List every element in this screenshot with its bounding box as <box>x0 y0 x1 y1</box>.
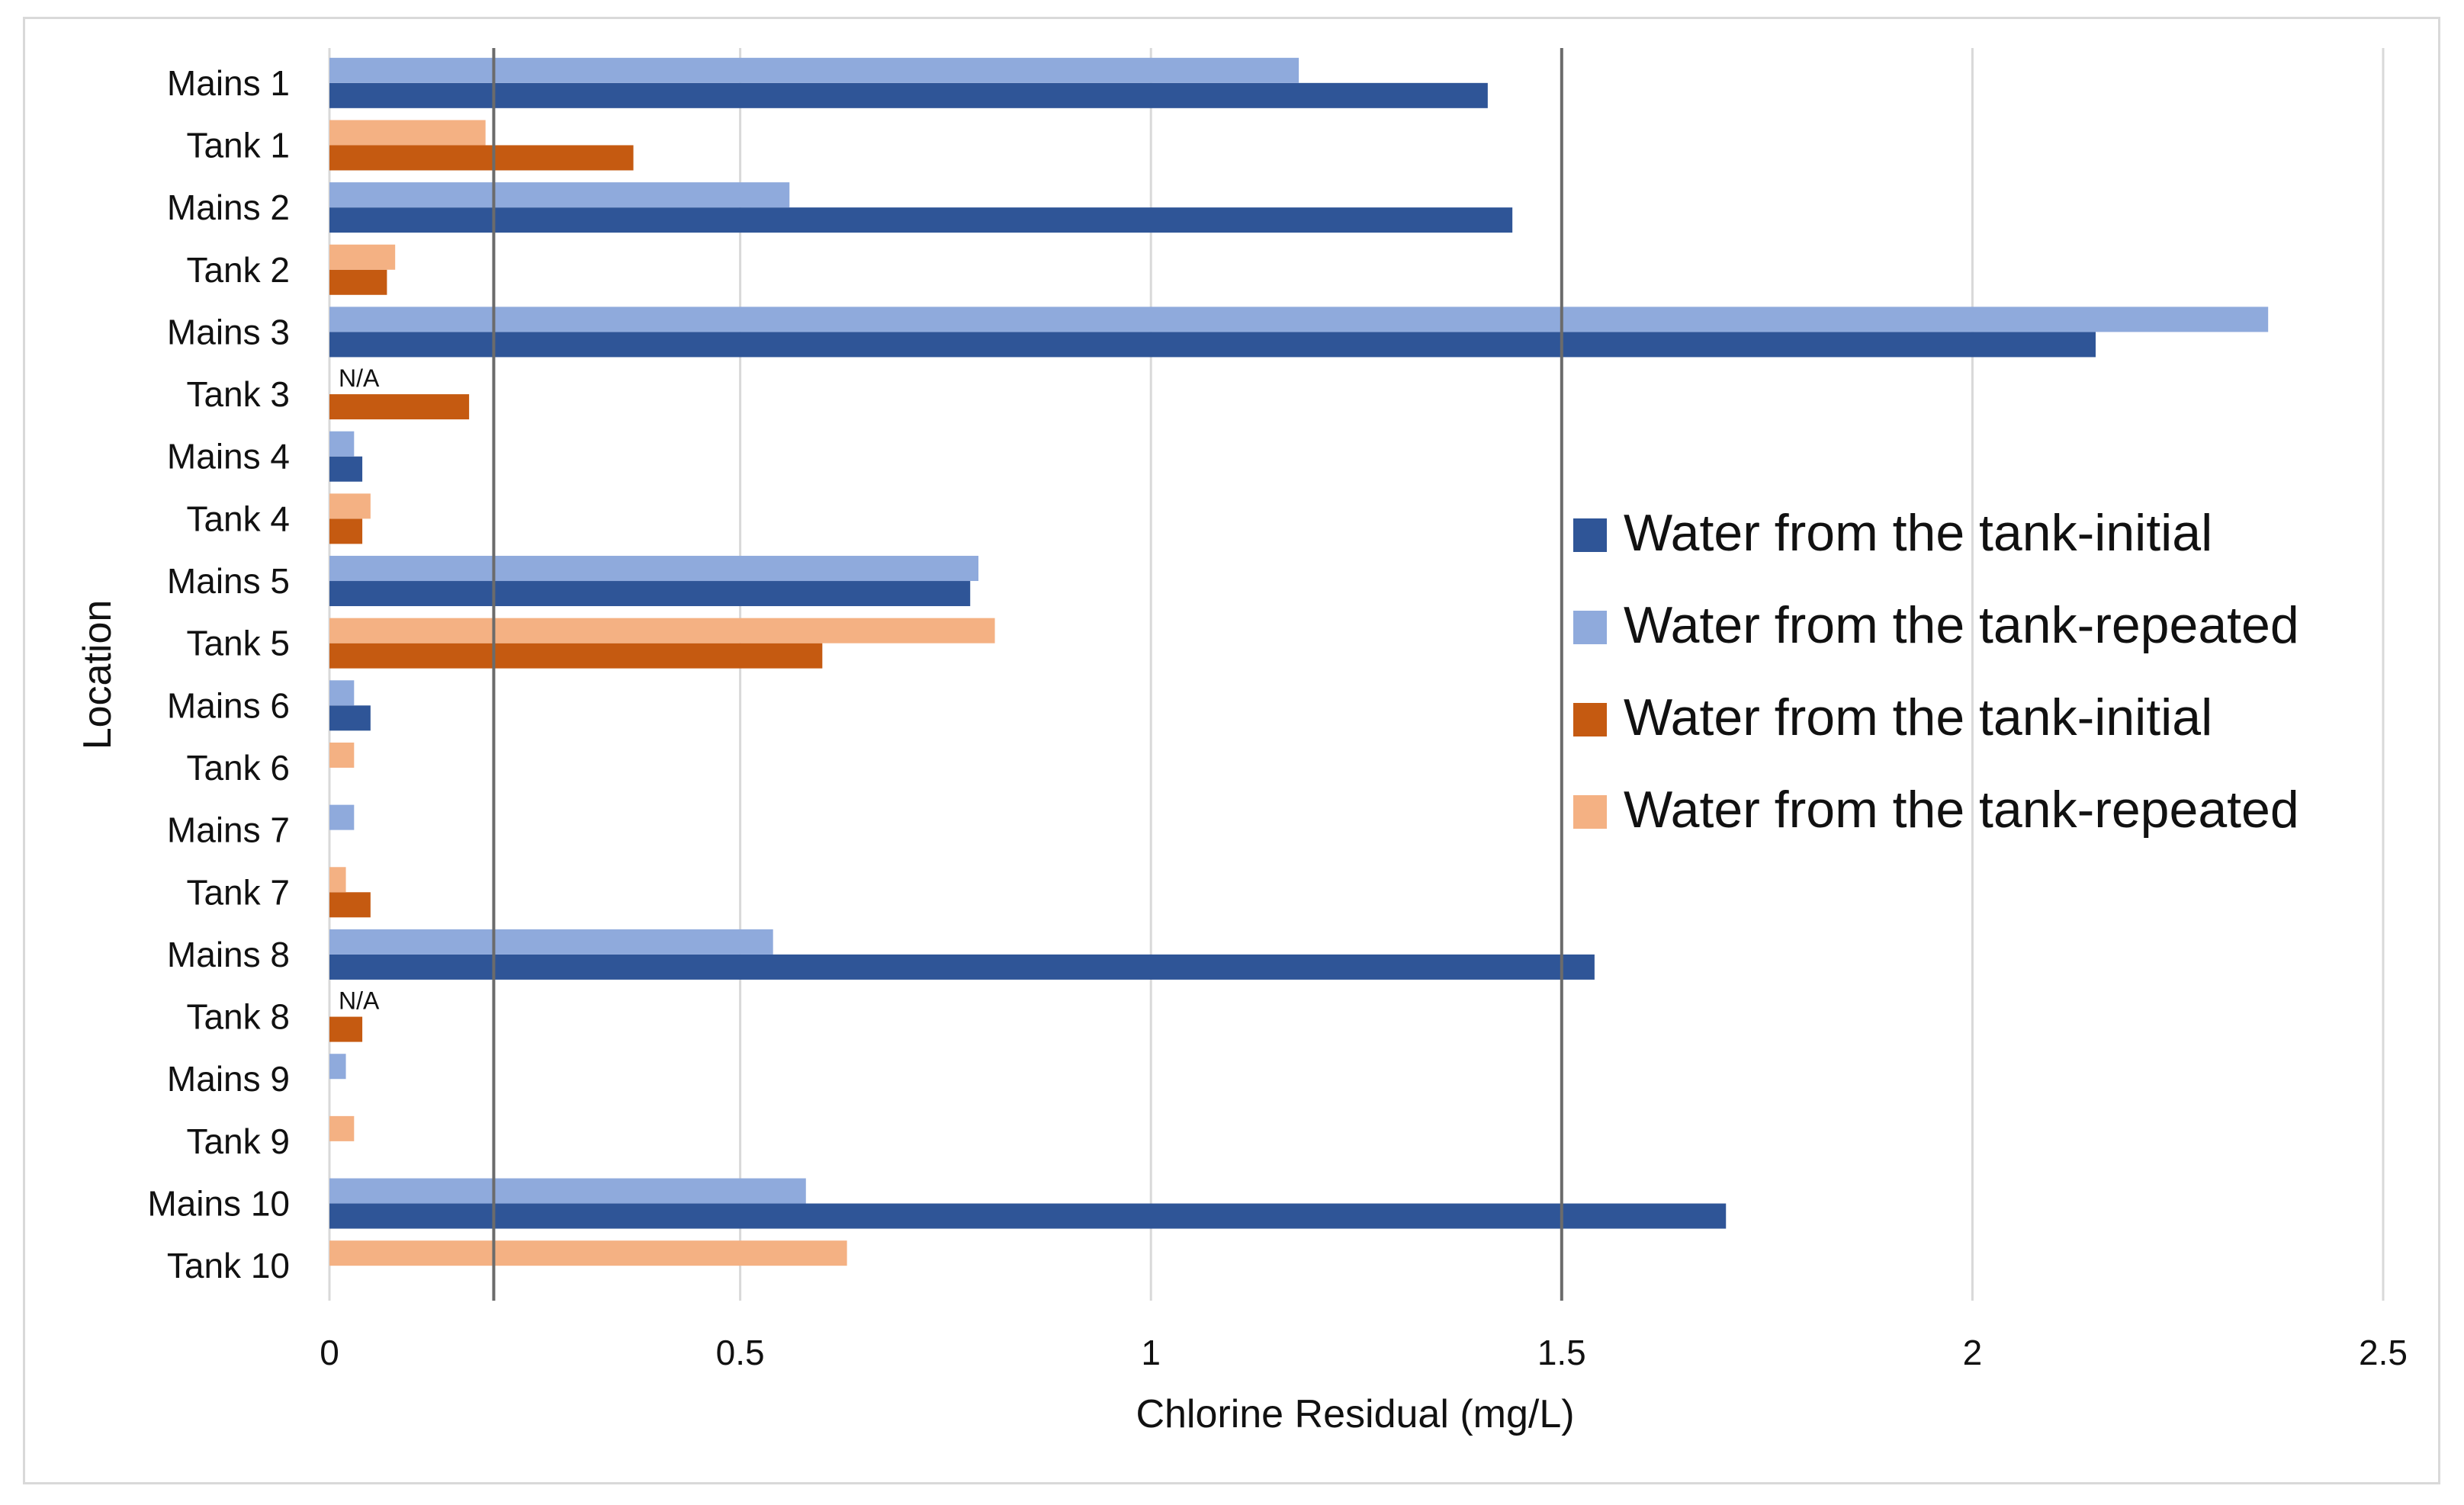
category-label: Mains 10 <box>147 1184 290 1224</box>
legend-swatch <box>1573 611 1607 644</box>
category-label: Mains 8 <box>167 935 290 974</box>
category-labels: Mains 1 Tank 1 Mains 2 Tank 2 Mains 3 Tank 3 M… <box>147 63 290 1285</box>
y-axis-title: Location <box>75 600 120 750</box>
bar-tank-repeated <box>329 120 486 146</box>
bar-tank-repeated <box>329 1115 355 1141</box>
bar-mains-repeated <box>329 182 790 208</box>
bar-mains-repeated <box>329 1178 806 1204</box>
na-annotation: N/A <box>339 987 380 1015</box>
bar-tank-initial <box>329 1016 363 1042</box>
category-label: Tank 7 <box>186 872 290 912</box>
x-tick-label: 1 <box>1141 1333 1161 1372</box>
bar-mains-initial <box>329 954 1595 980</box>
category-label: Mains 7 <box>167 810 290 850</box>
legend-label: Water from the tank-repeated <box>1624 781 2299 839</box>
bar-tank-initial <box>329 145 634 171</box>
category-label: Mains 5 <box>167 561 290 601</box>
x-tick-label: 2 <box>1963 1333 1983 1372</box>
bar-mains-initial <box>329 207 1513 233</box>
gridlines <box>328 48 2385 1301</box>
category-label: Mains 3 <box>167 312 290 351</box>
category-label: Tank 4 <box>186 499 290 538</box>
legend-swatch <box>1573 518 1607 552</box>
x-tick-label: 0.5 <box>716 1333 765 1372</box>
category-label: Tank 5 <box>186 624 290 663</box>
bars <box>329 57 2269 1266</box>
legend-label: Water from the tank-repeated <box>1624 596 2299 654</box>
bar-mains-initial <box>329 332 2096 358</box>
x-axis-title: Chlorine Residual (mg/L) <box>1136 1392 1574 1436</box>
bar-mains-initial <box>329 705 371 731</box>
bar-mains-initial <box>329 456 363 482</box>
category-label: Mains 6 <box>167 685 290 725</box>
category-label: Tank 10 <box>167 1246 290 1285</box>
bar-tank-initial <box>329 269 387 295</box>
reference-lines <box>492 48 1563 1301</box>
chart-frame <box>23 17 2440 1484</box>
bar-tank-repeated <box>329 742 355 768</box>
bar-tank-repeated <box>329 1240 847 1266</box>
bar-tank-initial <box>329 394 470 420</box>
bar-mains-repeated <box>329 929 773 955</box>
category-label: Tank 3 <box>186 374 290 414</box>
bar-tank-repeated <box>329 244 396 270</box>
bar-tank-repeated <box>329 867 346 893</box>
category-label: Tank 2 <box>186 250 290 290</box>
bar-mains-repeated <box>329 431 355 457</box>
category-label: Tank 6 <box>186 748 290 788</box>
category-label: Tank 9 <box>186 1122 290 1161</box>
bar-mains-repeated <box>329 57 1299 83</box>
bar-mains-repeated <box>329 680 355 706</box>
x-tick-labels: 0 0.5 1 1.5 2 2.5 <box>320 1333 2408 1372</box>
category-label: Tank 1 <box>186 125 290 165</box>
bar-tank-repeated <box>329 493 371 519</box>
bar-mains-repeated <box>329 556 978 582</box>
category-label: Mains 4 <box>167 437 290 477</box>
bar-tank-initial <box>329 643 823 669</box>
bar-tank-initial <box>329 892 371 918</box>
na-annotation: N/A <box>339 364 380 392</box>
legend: Water from the tank-initial Water from th… <box>1573 504 2299 839</box>
legend-swatch <box>1573 795 1607 829</box>
x-tick-label: 1.5 <box>1537 1333 1586 1372</box>
legend-swatch <box>1573 703 1607 736</box>
bar-mains-initial <box>329 1203 1727 1229</box>
category-label: Mains 1 <box>167 63 290 103</box>
bar-mains-repeated <box>329 1054 346 1080</box>
x-tick-label: 2.5 <box>2359 1333 2408 1372</box>
bar-tank-initial <box>329 518 363 544</box>
category-label: Tank 8 <box>186 997 290 1037</box>
bar-tank-repeated <box>329 618 995 643</box>
bar-mains-initial <box>329 82 1488 108</box>
category-label: Mains 2 <box>167 188 290 227</box>
bar-mains-repeated <box>329 804 355 830</box>
category-label: Mains 9 <box>167 1059 290 1099</box>
bar-mains-initial <box>329 581 971 607</box>
legend-label: Water from the tank-initial <box>1624 504 2212 562</box>
legend-label: Water from the tank-initial <box>1624 688 2212 746</box>
bar-mains-repeated <box>329 306 2269 332</box>
annotations: N/A N/A <box>339 364 380 1014</box>
x-tick-label: 0 <box>320 1333 339 1372</box>
